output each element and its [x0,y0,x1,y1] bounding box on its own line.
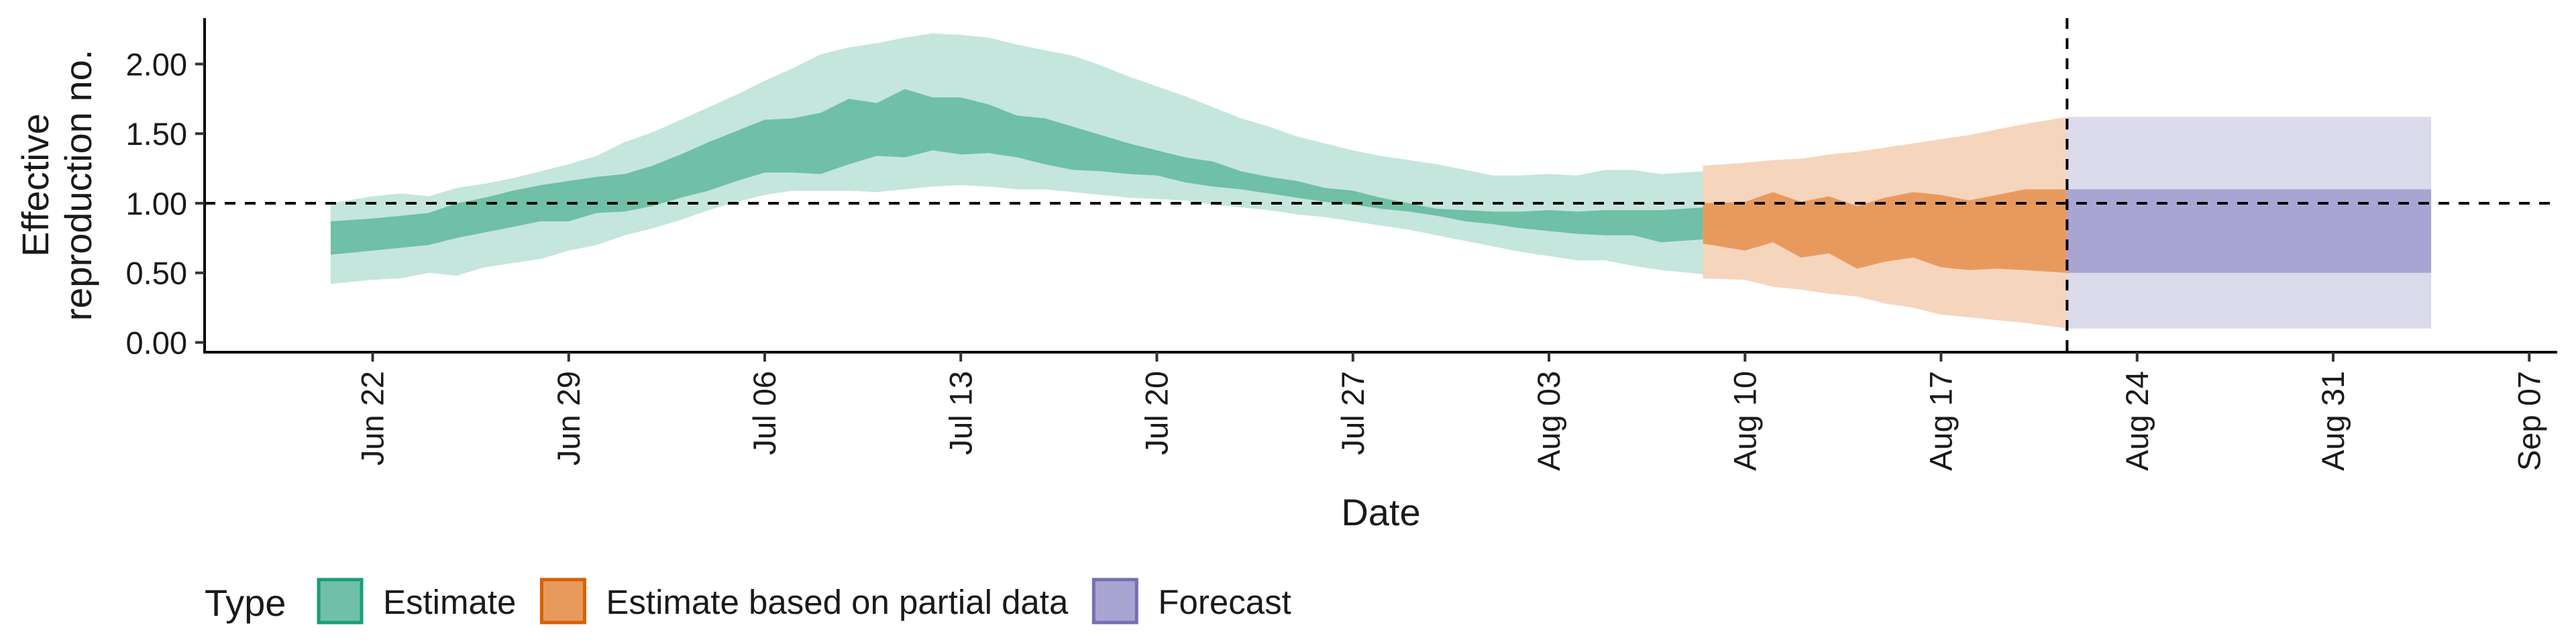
x-tick-label: Aug 24 [2119,371,2155,471]
x-tick-label: Jul 27 [1335,371,1371,455]
x-axis-title: Date [1341,491,1420,533]
estimate-outer-band [330,33,1703,284]
x-tick-label: Aug 10 [1727,371,1762,471]
y-axis-title: Effectivereproduction no. [14,50,99,321]
reference-lines [205,18,2557,352]
legend-swatch [317,578,364,625]
y-tick-label: 0.00 [126,325,187,360]
y-tick-label: 1.00 [126,186,187,221]
x-tick-label: Jun 29 [551,371,586,466]
x-tick-label: Aug 03 [1531,371,1566,471]
estimate-based-on-partial-data-inner-band [1703,189,2068,273]
axes [203,18,2557,354]
x-tick-label: Jul 06 [747,371,782,455]
x-tick-label: Jul 13 [943,371,978,455]
y-tick-label: 2.00 [126,46,187,82]
x-tick-label: Aug 17 [1923,371,1959,471]
legend-label: Estimate [383,583,516,621]
x-tick-label: Sep 07 [2511,371,2546,471]
legend-swatch [1091,578,1138,625]
x-tick-label: Jul 20 [1139,371,1175,455]
y-tick-label: 1.50 [126,116,187,152]
legend-title: Type [205,582,286,624]
estimate-inner-band [330,89,1703,255]
tick-labels: 0.00 0.50 1.00 1.50 2.00 Jun 22 Jun 29 Jul 06 Ju… [126,46,2547,470]
series-bands [330,33,2432,329]
forecast-inner-band [2067,189,2432,273]
legend-label: Forecast [1158,583,1291,621]
x-tick-label: Jun 22 [355,371,390,466]
y-axis-title-line: reproduction no. [57,50,99,321]
legend-label: Estimate based on partial data [606,583,1069,621]
legend-swatch [539,578,586,625]
legend: Type Estimate Estimate based on partial d… [205,578,1291,625]
x-tick-label: Aug 31 [2315,371,2351,471]
y-tick-label: 0.50 [126,256,187,291]
y-axis-title-line: Effective [14,113,56,257]
